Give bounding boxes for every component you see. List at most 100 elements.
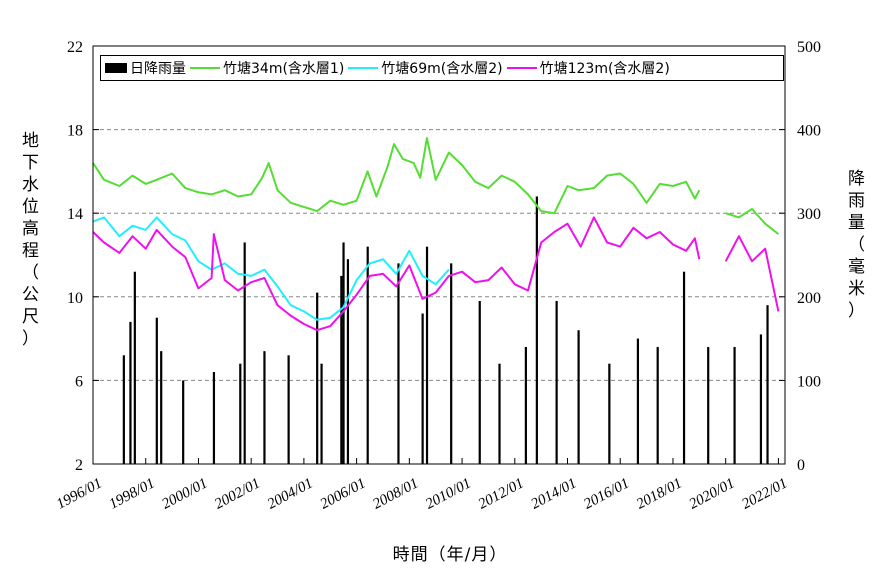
series-line-s34 xyxy=(92,137,780,235)
legend-swatch-69m xyxy=(348,67,379,69)
rain-bar xyxy=(636,338,640,464)
legend-item-123m: 竹塘123m(含水層2) xyxy=(506,58,670,78)
legend: 日降雨量 竹塘34m(含水層1) 竹塘69m(含水層2) 竹塘123m(含水層2… xyxy=(100,55,784,81)
rain-bar xyxy=(263,351,266,464)
rain-bar xyxy=(555,300,558,464)
rain-bar xyxy=(608,363,611,464)
rain-bar xyxy=(421,313,424,464)
y-axis-label: 地下水位高程（公尺） xyxy=(22,130,39,350)
rain-bar xyxy=(133,271,136,464)
plot-frame xyxy=(92,45,786,465)
legend-label-rain: 日降雨量 xyxy=(130,61,186,77)
y-tick-label: 10 xyxy=(67,290,83,307)
axis-label-char: 程 xyxy=(22,241,39,261)
rain-bar xyxy=(320,363,323,464)
rain-bar xyxy=(498,363,501,464)
axis-label-char: 雨 xyxy=(848,191,865,211)
series-line-s123 xyxy=(92,216,780,332)
rain-bar xyxy=(425,246,429,464)
rain-bar xyxy=(346,259,350,464)
x-tick-label: 2006/01 xyxy=(318,475,369,512)
axis-label-char: 下 xyxy=(22,153,39,173)
legend-label-69m: 竹塘69m(含水層2) xyxy=(381,61,503,77)
x-tick-label: 2002/01 xyxy=(212,475,263,512)
axes: 2 6 10 14 18 22 0 100 200 300 400 500 1996/01 1998/01… xyxy=(54,39,821,513)
x-tick-label: 2018/01 xyxy=(634,475,685,512)
rain-bar xyxy=(129,321,132,464)
x-tick-label: 2012/01 xyxy=(476,475,527,512)
y-tick-label: 6 xyxy=(75,373,83,390)
rain-bar xyxy=(340,275,343,464)
rain-bars xyxy=(122,196,769,465)
rain-bar xyxy=(535,196,538,465)
axis-label-char: 毫 xyxy=(848,257,865,277)
legend-label-123m: 竹塘123m(含水層2) xyxy=(539,61,670,77)
rain-bar xyxy=(450,263,453,464)
y2-tick-label: 100 xyxy=(797,373,821,390)
water-level-lines xyxy=(92,137,780,332)
x-axis-label: 時間（年/月） xyxy=(392,545,508,565)
x-tick-label: 2022/01 xyxy=(739,475,790,512)
axis-label-char: 位 xyxy=(22,197,39,217)
rain-bar xyxy=(122,355,125,464)
axis-label-char: 地 xyxy=(22,131,39,151)
x-tick-label: 1998/01 xyxy=(107,475,158,512)
rain-bar xyxy=(759,334,763,464)
axis-label-char: （ xyxy=(848,235,865,255)
rain-bar xyxy=(316,292,319,464)
grid-lines xyxy=(93,129,785,381)
rain-bar xyxy=(287,355,290,464)
legend-swatch-123m xyxy=(506,67,537,69)
y-tick-label: 2 xyxy=(75,457,83,474)
rain-bar xyxy=(155,317,158,464)
rain-bar xyxy=(766,305,769,464)
series-line-s69 xyxy=(92,216,450,321)
y2-tick-label: 300 xyxy=(797,206,821,223)
y-tick-label: 22 xyxy=(67,39,83,56)
axis-label-char: ） xyxy=(848,301,865,321)
axis-label-char: 降 xyxy=(848,169,865,189)
y2-tick-label: 400 xyxy=(797,123,821,140)
x-tick-label: 1996/01 xyxy=(54,475,105,512)
rain-bar xyxy=(397,263,400,464)
x-tick-label: 2000/01 xyxy=(159,475,210,512)
axis-label-char: ） xyxy=(22,329,39,349)
y2-tick-label: 500 xyxy=(797,39,821,56)
rain-bar xyxy=(733,346,736,464)
rain-bar xyxy=(160,351,163,464)
legend-swatch-rain xyxy=(105,63,127,73)
x-tick-label: 2014/01 xyxy=(528,475,579,512)
legend-swatch-34m xyxy=(190,67,220,69)
axis-label-char: 米 xyxy=(848,279,865,299)
y2-tick-label: 200 xyxy=(797,290,821,307)
legend-label-34m: 竹塘34m(含水層1) xyxy=(223,61,345,77)
rain-bar xyxy=(682,271,686,464)
x-tick-label: 2020/01 xyxy=(687,475,738,512)
y-tick-label: 18 xyxy=(67,123,83,140)
x-tick-label: 2016/01 xyxy=(581,475,632,512)
rain-bar xyxy=(707,346,710,464)
axis-label-char: 公 xyxy=(22,285,39,305)
y2-axis-label: 降雨量（毫米） xyxy=(848,168,865,322)
legend-item-rain: 日降雨量 xyxy=(105,58,186,78)
x-tick-label: 2008/01 xyxy=(370,475,421,512)
y-tick-label: 14 xyxy=(67,206,83,223)
rain-bar xyxy=(656,346,659,464)
rain-bar xyxy=(212,372,216,464)
rain-bar xyxy=(478,300,481,464)
rain-bar xyxy=(243,242,246,464)
rain-bar xyxy=(342,242,345,464)
axis-label-char: （ xyxy=(22,263,39,283)
y2-tick-label: 0 xyxy=(797,457,805,474)
rain-bar xyxy=(182,380,185,464)
axis-label-char: 尺 xyxy=(22,307,39,327)
x-tick-label: 2010/01 xyxy=(423,475,474,512)
x-tick-label: 2004/01 xyxy=(265,475,316,512)
rain-bar xyxy=(239,363,242,464)
legend-item-34m: 竹塘34m(含水層1) xyxy=(190,58,344,78)
rain-bar xyxy=(577,330,580,464)
rain-bar xyxy=(366,246,369,464)
axis-label-char: 水 xyxy=(22,175,39,195)
axis-label-char: 高 xyxy=(22,219,39,239)
